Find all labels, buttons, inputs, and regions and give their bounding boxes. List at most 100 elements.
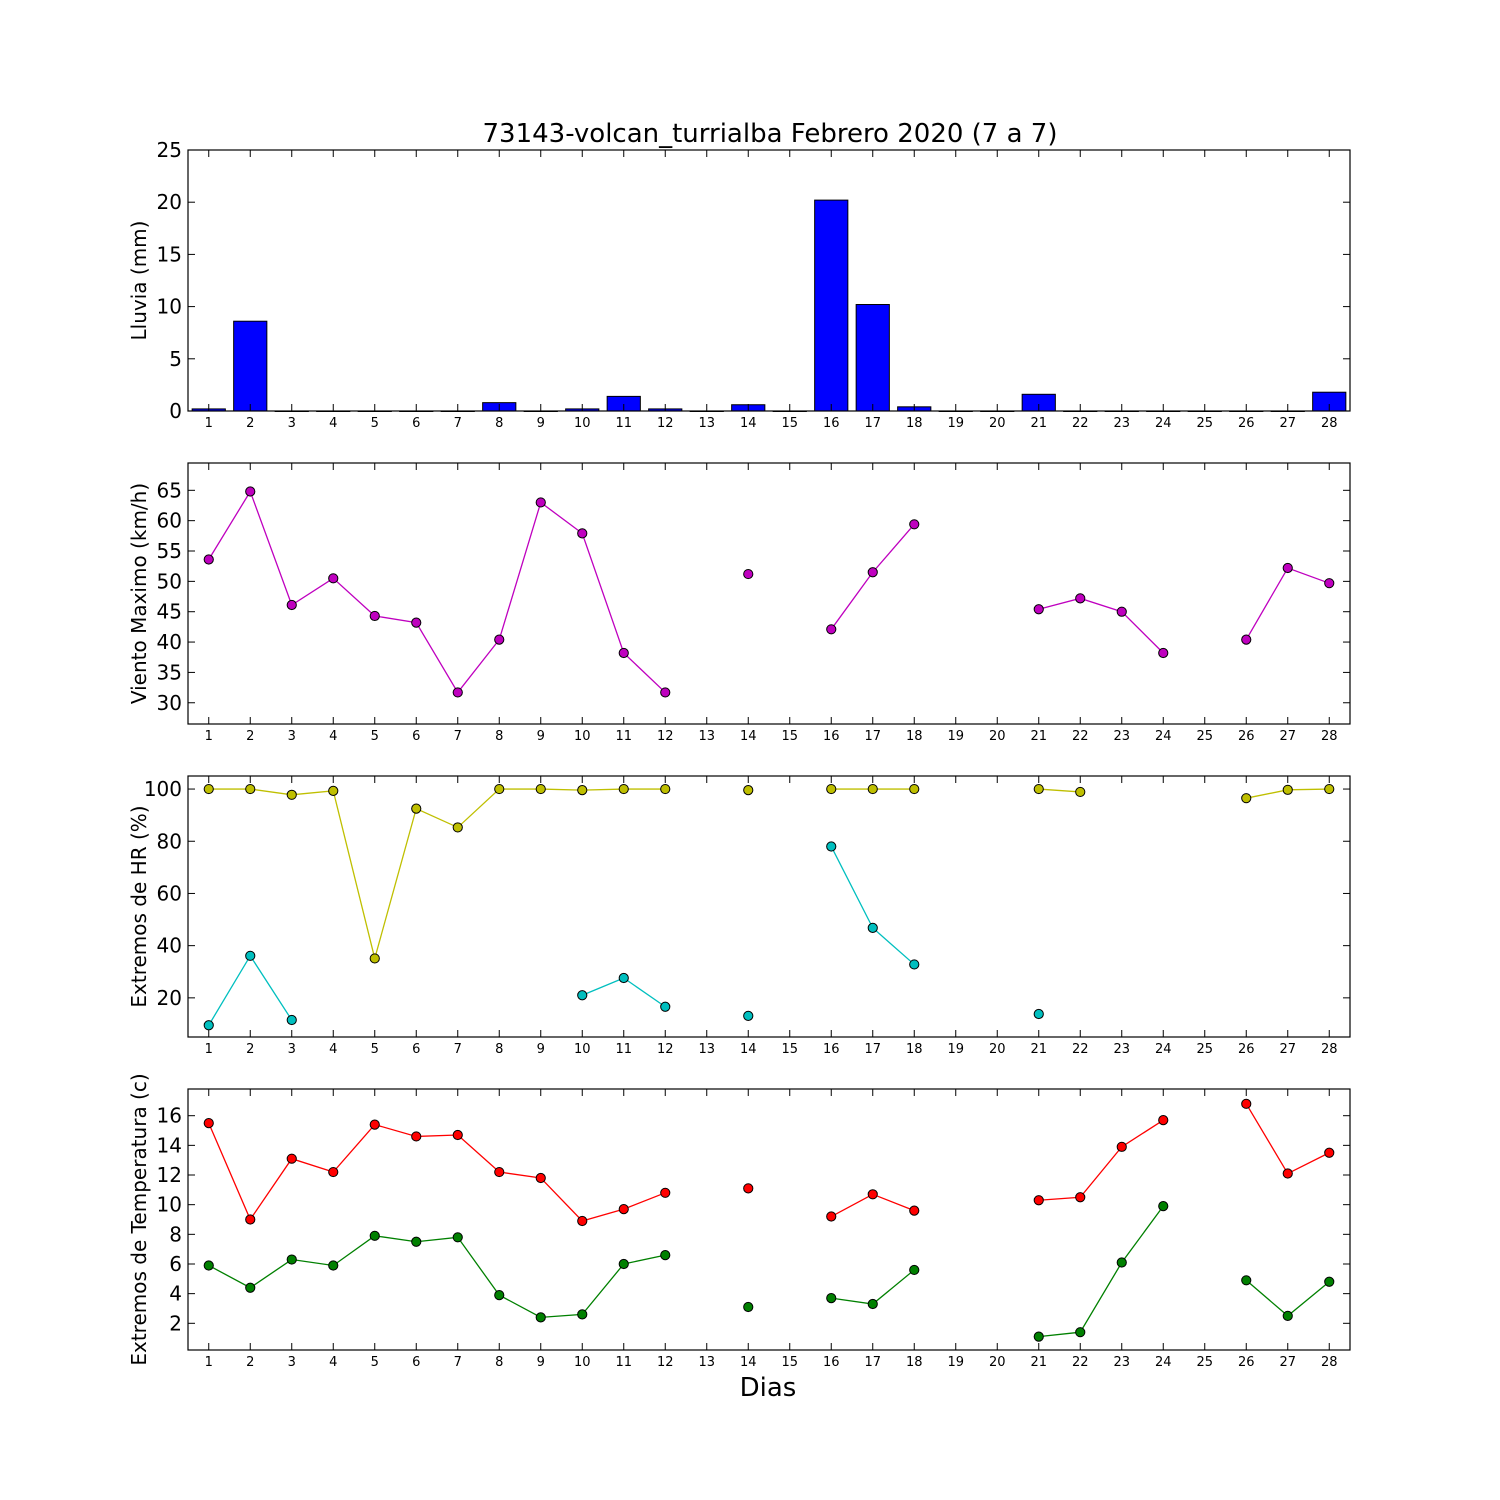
x-tick-label: 19	[947, 416, 964, 431]
series-0-point-day-3	[286, 1153, 297, 1164]
y-tick-label: 80	[157, 829, 182, 853]
series-0-point-day-7	[452, 687, 463, 698]
series-0-line-segment	[208, 490, 666, 694]
x-tick-label: 18	[906, 1042, 923, 1057]
x-tick-label: 24	[1155, 1042, 1172, 1057]
x-tick-label: 6	[412, 416, 420, 431]
x-tick-label: 28	[1321, 1355, 1338, 1370]
x-tick-label: 21	[1030, 1042, 1047, 1057]
series-0-point-day-28	[1324, 578, 1335, 589]
series-0-point-day-18	[909, 519, 920, 530]
series-0-point-day-21	[1033, 1195, 1044, 1206]
series-0-point-day-6	[411, 1131, 422, 1142]
series-1-point-day-12	[660, 1249, 671, 1261]
x-tick-label: 10	[574, 729, 591, 744]
series-1-line-segment	[1038, 1205, 1164, 1338]
series-1-point-day-26	[1241, 1275, 1252, 1286]
x-tick-label: 7	[454, 1355, 462, 1370]
x-tick-label: 12	[657, 1042, 674, 1057]
series-0-point-day-17	[867, 1189, 878, 1200]
x-tick-label: 18	[906, 416, 923, 431]
x-tick-label: 5	[371, 1042, 379, 1057]
series-0-line-segment	[1038, 1119, 1164, 1201]
x-tick-label: 7	[454, 1042, 462, 1057]
x-tick-label: 21	[1030, 729, 1047, 744]
x-tick-label: 14	[740, 729, 757, 744]
x-tick-label: 22	[1072, 416, 1089, 431]
series-0-point-day-4	[328, 785, 339, 796]
x-tick-label: 21	[1030, 1355, 1047, 1370]
x-tick-label: 14	[740, 416, 757, 431]
x-tick-label: 27	[1279, 1355, 1296, 1370]
x-tick-label: 26	[1238, 1355, 1255, 1370]
x-tick-label: 16	[823, 1042, 840, 1057]
x-tick-label: 2	[246, 729, 254, 744]
x-tick-label: 1	[205, 729, 213, 744]
series-1-point-day-7	[452, 1232, 463, 1243]
x-tick-label: 23	[1113, 1042, 1130, 1057]
x-tick-label: 10	[574, 1042, 591, 1057]
series-1-point-day-12	[660, 1001, 671, 1012]
x-tick-label: 12	[657, 1355, 674, 1370]
series-0-point-day-17	[867, 783, 878, 795]
x-tick-label: 9	[537, 729, 545, 744]
series-1-point-day-6	[411, 1236, 422, 1247]
series-0-point-day-28	[1324, 783, 1335, 795]
x-tick-label: 19	[947, 1042, 964, 1057]
series-0-point-day-2	[245, 1214, 256, 1225]
x-tick-label: 11	[615, 1355, 632, 1370]
series-0-point-day-8	[494, 1166, 505, 1178]
x-tick-label: 4	[329, 1355, 337, 1370]
series-0-line-segment	[1038, 597, 1164, 654]
series-0-point-day-8	[494, 634, 505, 645]
x-tick-label: 25	[1196, 416, 1213, 431]
x-tick-label: 8	[495, 1042, 503, 1057]
x-tick-label: 9	[537, 1042, 545, 1057]
series-1-point-day-8	[494, 1290, 505, 1301]
x-tick-label: 2	[246, 1355, 254, 1370]
x-tick-label: 20	[989, 729, 1006, 744]
series-1-point-day-11	[618, 1258, 629, 1270]
x-tick-label: 2	[246, 416, 254, 431]
x-tick-label: 12	[657, 729, 674, 744]
plot-area	[188, 776, 1350, 1037]
y-tick-label: 14	[157, 1133, 182, 1157]
series-0-point-day-5	[369, 953, 380, 964]
series-0-point-day-22	[1075, 786, 1086, 798]
series-1-point-day-2	[245, 950, 256, 961]
x-tick-label: 13	[698, 1355, 715, 1370]
x-tick-label: 3	[288, 416, 296, 431]
x-tick-label: 13	[698, 729, 715, 744]
y-tick-label: 25	[157, 138, 182, 162]
x-tick-label: 19	[947, 729, 964, 744]
x-tick-label: 26	[1238, 729, 1255, 744]
series-0-point-day-27	[1282, 562, 1293, 574]
series-0-point-day-18	[909, 783, 920, 795]
series-0-line-segment	[208, 788, 666, 962]
series-1-point-day-27	[1282, 1310, 1293, 1321]
series-0-point-day-16	[826, 783, 837, 795]
figure-title: 73143-volcan_turrialba Febrero 2020 (7 a…	[483, 119, 1058, 149]
series-0-point-day-9	[535, 1172, 546, 1184]
x-tick-label: 3	[288, 729, 296, 744]
x-tick-label: 3	[288, 1042, 296, 1057]
series-1-point-day-5	[369, 1230, 380, 1241]
y-tick-label: 12	[157, 1163, 182, 1187]
x-tick-label: 4	[329, 729, 337, 744]
series-1-point-day-10	[577, 990, 588, 1001]
x-tick-label: 5	[371, 1355, 379, 1370]
series-0-point-day-22	[1075, 593, 1086, 604]
series-1-point-day-17	[867, 1298, 878, 1310]
x-tick-label: 20	[989, 1042, 1006, 1057]
y-tick-label: 2	[169, 1311, 182, 1335]
x-tick-label: 22	[1072, 729, 1089, 744]
x-tick-label: 24	[1155, 1355, 1172, 1370]
x-tick-label: 28	[1321, 729, 1338, 744]
series-1-point-day-17	[867, 922, 878, 934]
x-tick-label: 6	[412, 729, 420, 744]
y-tick-label: 40	[157, 630, 182, 654]
x-tick-label: 9	[537, 416, 545, 431]
